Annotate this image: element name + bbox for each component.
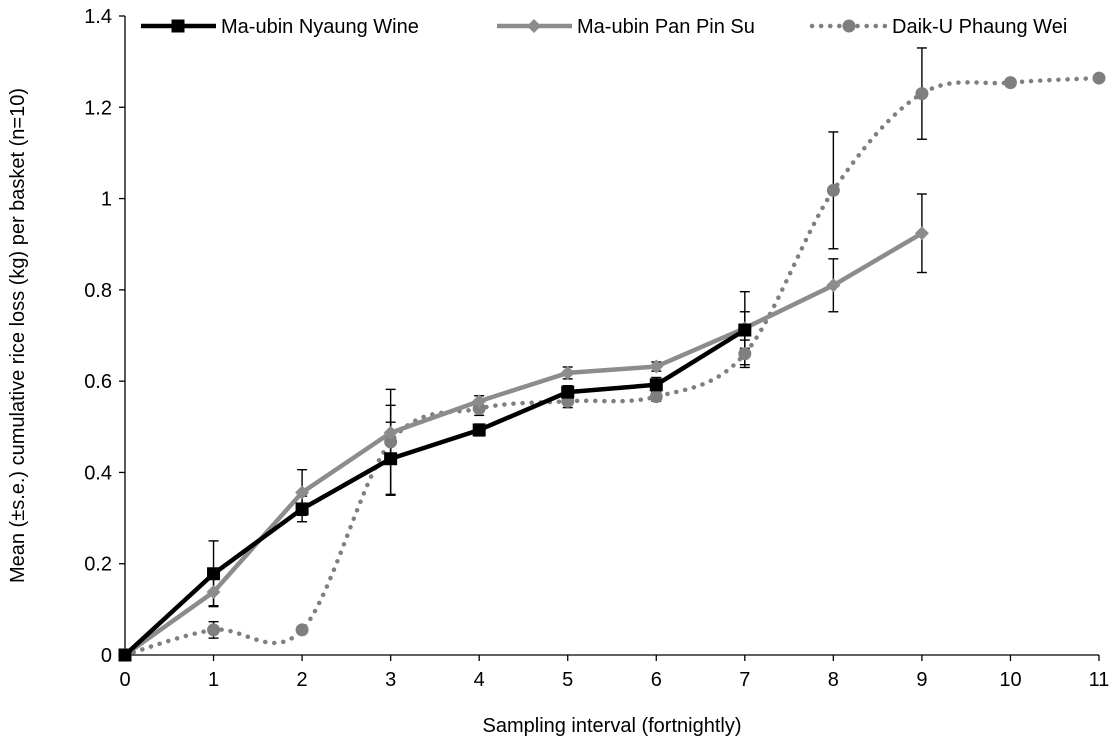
data-point <box>384 452 398 466</box>
y-tick-label: 0.8 <box>84 280 112 302</box>
x-tick-label: 11 <box>1089 669 1110 691</box>
x-tick-label: 9 <box>916 669 927 691</box>
data-point <box>207 623 221 637</box>
series-line-daik-u-phaung-wei <box>122 75 1102 658</box>
y-tick-label: 0.4 <box>84 462 112 484</box>
data-point <box>295 485 310 500</box>
data-point <box>295 623 309 637</box>
data-point <box>738 323 752 337</box>
data-point <box>915 87 929 101</box>
data-point <box>649 378 663 392</box>
x-tick-label: 1 <box>208 669 219 691</box>
data-point <box>295 502 309 516</box>
y-tick-label: 1.2 <box>84 97 112 119</box>
x-tick-label: 10 <box>999 669 1021 691</box>
legend-label: Ma-ubin Nyaung Wine <box>221 16 419 38</box>
data-point <box>560 365 575 380</box>
data-point <box>914 226 929 241</box>
data-point <box>472 423 486 437</box>
axes: 0 0.2 0.4 0.6 0.8 1 1.2 1.4 0 1 2 3 4 5 6 7 8 9 10 11 <box>84 6 1109 691</box>
legend-item-ma-ubin-nyaung-wine: Ma-ubin Nyaung Wine <box>141 16 419 38</box>
legend-marker <box>171 19 185 33</box>
legend-marker <box>527 19 541 33</box>
data-point <box>649 359 664 374</box>
data-point <box>383 425 398 440</box>
data-point <box>1092 71 1106 85</box>
x-axis-title: Sampling interval (fortnightly) <box>483 715 742 737</box>
series-ma-ubin-pan-pin-su <box>118 226 929 662</box>
error-bars-ma-ubin-nyaung-wine <box>208 311 750 608</box>
y-tick-label: 1.4 <box>84 6 112 28</box>
data-point <box>826 183 840 197</box>
y-tick-label: 0.6 <box>84 371 112 393</box>
data-point <box>384 435 398 449</box>
data-point <box>826 278 841 293</box>
legend-marker <box>842 19 856 33</box>
series-line-ma-ubin-nyaung-wine <box>123 328 747 657</box>
series-ma-ubin-nyaung-wine <box>118 323 752 662</box>
x-tick-label: 4 <box>474 669 485 691</box>
x-tick-label: 6 <box>651 669 662 691</box>
series-daik-u-phaung-wei <box>118 71 1106 662</box>
x-tick-label: 3 <box>385 669 396 691</box>
x-tick-label: 5 <box>562 669 573 691</box>
data-point <box>206 585 221 600</box>
y-tick-label: 0.2 <box>84 554 112 576</box>
x-tick-label: 0 <box>119 669 130 691</box>
series-line-ma-ubin-pan-pin-su <box>123 231 924 657</box>
y-axis-title: Mean (±s.e.) cumulative rice loss (kg) p… <box>7 88 29 583</box>
data-point <box>561 385 575 399</box>
y-tick-label: 0 <box>101 645 112 667</box>
y-ticks: 0 0.2 0.4 0.6 0.8 1 1.2 1.4 <box>84 6 125 667</box>
data-point <box>118 648 132 662</box>
data-point <box>472 402 486 416</box>
data-point <box>1003 76 1017 90</box>
legend: Ma-ubin Nyaung Wine Ma-ubin Pan Pin Su Dai… <box>141 16 1067 38</box>
error-bars-daik-u-phaung-wei <box>208 47 1104 639</box>
y-tick-label: 1 <box>101 189 112 211</box>
data-point <box>207 567 221 581</box>
legend-item-ma-ubin-pan-pin-su: Ma-ubin Pan Pin Su <box>497 16 755 38</box>
x-ticks: 0 1 2 3 4 5 6 7 8 9 10 11 <box>119 655 1109 691</box>
legend-label: Daik-U Phaung Wei <box>892 16 1067 38</box>
legend-label: Ma-ubin Pan Pin Su <box>577 16 755 38</box>
data-point <box>649 390 663 404</box>
data-point <box>472 394 487 409</box>
x-tick-label: 8 <box>828 669 839 691</box>
plot-area <box>118 47 1106 662</box>
x-tick-label: 7 <box>739 669 750 691</box>
data-point <box>738 347 752 361</box>
legend-item-daik-u-phaung-wei: Daik-U Phaung Wei <box>809 16 1067 38</box>
x-tick-label: 2 <box>297 669 308 691</box>
